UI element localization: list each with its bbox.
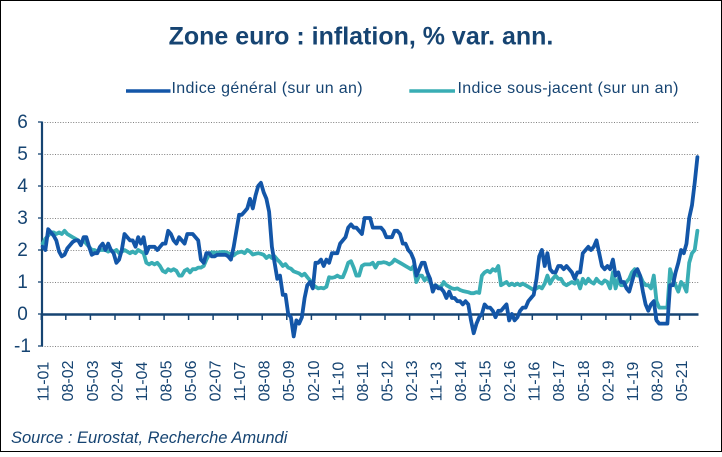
svg-text:02-04: 02-04 (109, 360, 126, 401)
svg-text:Zone euro : inflation, % var.: Zone euro : inflation, % var. ann. (169, 23, 554, 51)
svg-text:05-06: 05-06 (183, 360, 200, 401)
svg-text:05-18: 05-18 (576, 360, 593, 401)
svg-text:05-09: 05-09 (281, 360, 298, 401)
svg-text:11-07: 11-07 (232, 362, 249, 402)
svg-text:05-03: 05-03 (85, 360, 102, 401)
svg-text:08-11: 08-11 (355, 362, 372, 402)
svg-text:08-20: 08-20 (649, 360, 666, 401)
svg-text:6: 6 (17, 112, 28, 133)
svg-text:0: 0 (17, 304, 28, 325)
svg-text:02-16: 02-16 (502, 360, 519, 401)
svg-text:Indice général (sur un an): Indice général (sur un an) (172, 80, 363, 97)
svg-text:05-21: 05-21 (674, 360, 691, 401)
svg-text:08-08: 08-08 (257, 360, 274, 401)
svg-text:5: 5 (17, 144, 28, 165)
svg-text:11-04: 11-04 (134, 362, 151, 402)
svg-text:11-16: 11-16 (527, 362, 544, 402)
svg-text:08-14: 08-14 (453, 360, 470, 401)
svg-text:02-19: 02-19 (600, 360, 617, 401)
svg-text:08-17: 08-17 (551, 360, 568, 401)
svg-text:08-05: 08-05 (159, 360, 176, 401)
svg-text:08-02: 08-02 (60, 360, 77, 401)
svg-text:05-15: 05-15 (478, 360, 495, 401)
svg-text:Source : Eurostat, Recherche A: Source : Eurostat, Recherche Amundi (11, 429, 289, 447)
svg-text:11-13: 11-13 (429, 362, 446, 402)
svg-text:02-10: 02-10 (306, 360, 323, 401)
svg-text:4: 4 (17, 176, 28, 197)
svg-text:Indice sous-jacent (sur un an): Indice sous-jacent (sur un an) (458, 80, 679, 97)
svg-text:2: 2 (17, 240, 28, 261)
svg-text:11-19: 11-19 (625, 362, 642, 402)
svg-text:1: 1 (17, 272, 28, 293)
svg-text:3: 3 (17, 208, 28, 229)
svg-text:11-01: 11-01 (36, 362, 53, 402)
svg-text:02-13: 02-13 (404, 360, 421, 401)
svg-text:05-12: 05-12 (379, 360, 396, 401)
svg-text:11-10: 11-10 (330, 362, 347, 402)
svg-text:02-07: 02-07 (208, 360, 225, 401)
svg-text:-1: -1 (14, 336, 31, 357)
